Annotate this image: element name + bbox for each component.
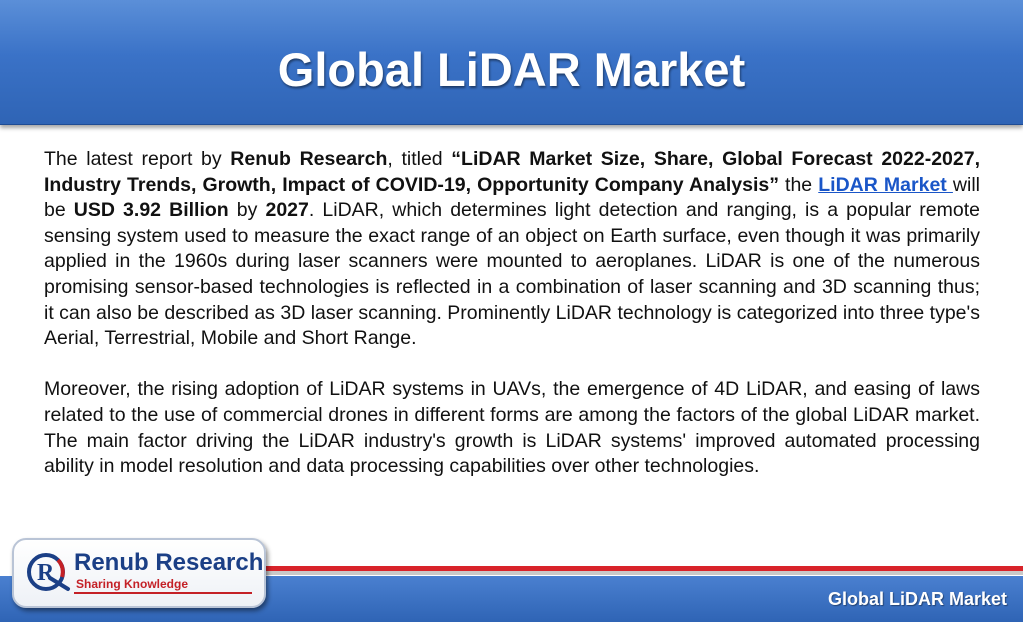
page-title: Global LiDAR Market bbox=[277, 43, 746, 96]
footer-title: Global LiDAR Market bbox=[827, 589, 1007, 609]
titled-text: , titled bbox=[387, 148, 452, 170]
logo-tagline: Sharing Knowledge bbox=[76, 577, 189, 591]
the-text: the bbox=[778, 173, 819, 196]
footer-accent-red-line bbox=[262, 566, 1023, 571]
footer-accent-gray-line bbox=[262, 571, 1023, 575]
intro-text: The latest report by bbox=[44, 148, 231, 170]
logo-underline bbox=[74, 592, 252, 594]
body-text: The latest report by Renub Research, tit… bbox=[44, 147, 980, 480]
lidar-market-link[interactable]: LiDAR Market bbox=[818, 173, 953, 196]
paragraph-1: The latest report by Renub Research, tit… bbox=[44, 147, 980, 352]
svg-text:R: R bbox=[37, 560, 55, 586]
logo-name: Renub Research bbox=[74, 549, 264, 576]
forecast-year: 2027 bbox=[265, 199, 309, 222]
paragraph-2: Moreover, the rising adoption of LiDAR s… bbox=[44, 378, 980, 478]
renub-logo-icon: R bbox=[27, 553, 70, 591]
header-banner: Global LiDAR Market bbox=[0, 0, 1023, 125]
will-be-text: will be bbox=[44, 173, 980, 222]
renub-research-logo[interactable]: R Renub Research Sharing Knowledge bbox=[12, 538, 266, 608]
paragraph-1-rest: . LiDAR, which determines light detectio… bbox=[44, 199, 981, 350]
publisher-name: Renub Research bbox=[230, 148, 388, 170]
market-value: USD 3.92 Billion bbox=[73, 199, 229, 222]
by-text: by bbox=[228, 199, 266, 222]
report-title: “LiDAR Market Size, Share, Global Foreca… bbox=[44, 148, 980, 196]
